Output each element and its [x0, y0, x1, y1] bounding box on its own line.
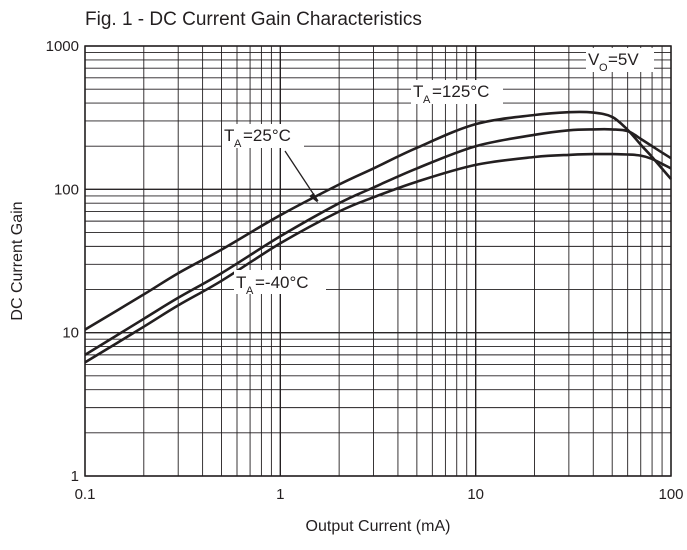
annotation-ta25: T A =25°C — [222, 124, 304, 150]
annotation-vo-rest: =5V — [608, 50, 639, 69]
y-axis-label: DC Current Gain — [9, 201, 26, 320]
y-tick-label: 10 — [62, 325, 79, 342]
annotation-ta25-pointer — [284, 150, 319, 202]
series-line-2 — [84, 152, 672, 364]
annotation-vo-main: V — [588, 50, 600, 69]
chart-title: Fig. 1 - DC Current Gain Characteristics — [85, 9, 422, 30]
x-axis-label: Output Current (mA) — [306, 518, 451, 535]
x-tick-label: 100 — [658, 486, 683, 503]
annotation-tam40-main: T — [236, 273, 246, 292]
annotation-tam40: T A =-40°C — [234, 270, 326, 297]
x-tick-label: 1 — [276, 486, 284, 503]
y-tick-label: 1000 — [46, 38, 79, 55]
y-tick-label: 1 — [71, 468, 79, 485]
annotation-ta125-rest: =125°C — [432, 82, 489, 101]
annotation-ta25-arrowhead — [309, 193, 318, 203]
annotation-ta125-main: T — [413, 82, 423, 101]
x-tick-label: 0.1 — [75, 486, 96, 503]
annotation-tam40-rest: =-40°C — [255, 273, 309, 292]
annotation-ta125: T A =125°C — [411, 80, 503, 106]
annotation-ta25-rest: =25°C — [243, 126, 291, 145]
annotation-ta125-sub: A — [423, 94, 431, 106]
plot-frame — [84, 45, 672, 477]
annotation-tam40-sub: A — [246, 285, 254, 297]
x-tick-labels: 0.1 1 10 100 — [75, 486, 684, 503]
x-tick-label: 10 — [467, 486, 484, 503]
series-group — [84, 110, 672, 364]
y-tick-label: 100 — [54, 181, 79, 198]
annotation-ta25-sub: A — [234, 138, 242, 150]
annotation-vo-sub: O — [599, 62, 608, 74]
y-tick-labels: 1 10 100 1000 — [46, 38, 79, 485]
annotation-vo: V O =5V — [586, 48, 654, 74]
annotation-ta25-main: T — [224, 126, 234, 145]
series-line-1 — [84, 127, 672, 357]
grid — [84, 45, 672, 477]
